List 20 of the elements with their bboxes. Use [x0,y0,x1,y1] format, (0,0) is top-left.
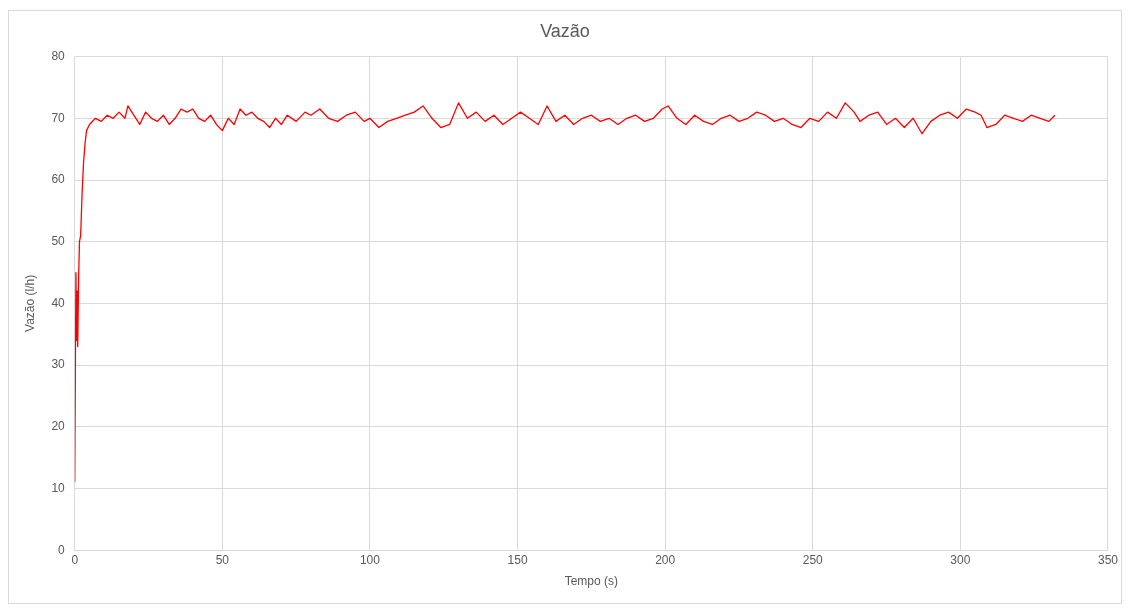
x-axis-title: Tempo (s) [564,574,619,589]
y-tick-label: 40 [51,295,66,310]
y-tick-label: 50 [51,234,66,249]
x-tick-label: 100 [359,552,381,567]
y-tick-label: 10 [51,480,66,495]
x-tick-label: 50 [215,552,230,567]
chart-title: Vazão [540,20,590,41]
y-tick-label: 70 [51,110,66,125]
x-tick-label: 300 [950,552,971,567]
y-tick-label: 60 [51,172,66,187]
x-tick-label: 200 [655,552,676,567]
x-tick-label: 150 [507,552,528,567]
y-axis-title: Vazão (l/h) [22,274,37,332]
y-tick-label: 80 [51,48,66,63]
y-tick-label: 0 [58,542,66,557]
y-tick-label: 20 [51,419,66,434]
x-tick-label: 350 [1097,552,1119,567]
x-tick-label: 0 [71,552,79,567]
y-tick-label: 30 [51,357,66,372]
x-tick-label: 250 [802,552,824,567]
